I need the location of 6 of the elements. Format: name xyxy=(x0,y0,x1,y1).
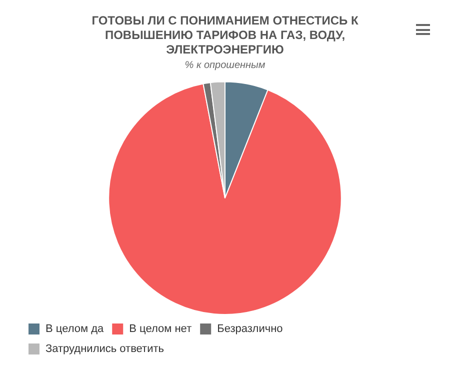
legend-label: В целом нет xyxy=(129,323,192,336)
chart-title: ГОТОВЫ ЛИ С ПОНИМАНИЕМ ОТНЕСТИСЬ К ПОВЫШЕНИЮ ТАРИФОВ НА ГАЗ, ВОДУ, ЭЛЕКТРОЭНЕРГИЮ xyxy=(92,14,359,56)
legend-label: Затруднились ответить xyxy=(46,343,164,356)
chart-subtitle: % к опрошенным xyxy=(184,60,266,71)
legend-label: В целом да xyxy=(46,323,105,336)
legend-label: Безразлично xyxy=(217,323,283,336)
